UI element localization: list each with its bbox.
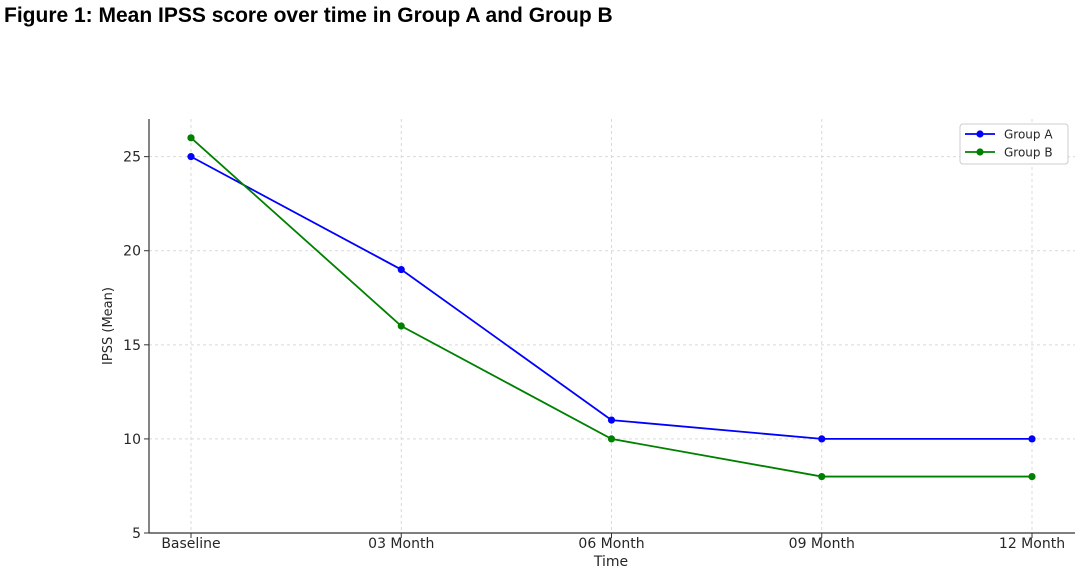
legend-label-group-b: Group B [1004, 146, 1053, 160]
data-point-group-a [607, 416, 616, 424]
data-point-group-a [187, 153, 195, 161]
data-point-group-b [607, 435, 616, 443]
legend: Group A Group B [959, 123, 1069, 165]
data-point-group-a [1028, 435, 1036, 443]
data-point-group-a [818, 435, 826, 443]
x-ticks: Baseline 03 Month 06 Month 09 Month 12 Month [161, 533, 1065, 552]
data-point-group-b [397, 322, 405, 330]
data-point-group-b [818, 472, 826, 481]
grid-lines [149, 119, 1075, 534]
data-point-group-a [397, 265, 405, 274]
x-tick-label: 06 Month [578, 536, 644, 552]
x-tick-label: 12 Month [999, 536, 1065, 552]
x-tick-label: 03 Month [368, 536, 434, 552]
y-tick-label: 5 [132, 526, 141, 542]
y-tick-label: 10 [123, 432, 141, 448]
y-tick-label: 25 [123, 150, 141, 166]
legend-label-group-a: Group A [1004, 128, 1053, 142]
y-tick-label: 15 [123, 338, 141, 354]
legend-marker-group-b [976, 148, 984, 156]
y-ticks: 5 10 15 20 25 [123, 150, 149, 542]
series-group [187, 134, 1036, 481]
data-point-group-b [187, 134, 195, 142]
x-tick-label: Baseline [161, 536, 220, 552]
figure-title: Figure 1: Mean IPSS score over time in G… [4, 4, 613, 27]
data-point-group-b [1028, 472, 1036, 481]
x-tick-label: 09 Month [789, 536, 855, 552]
legend-marker-group-a [976, 130, 984, 138]
y-tick-label: 20 [123, 244, 141, 260]
x-axis-label: Time [593, 554, 628, 570]
y-axis-label: IPSS (Mean) [101, 287, 116, 365]
